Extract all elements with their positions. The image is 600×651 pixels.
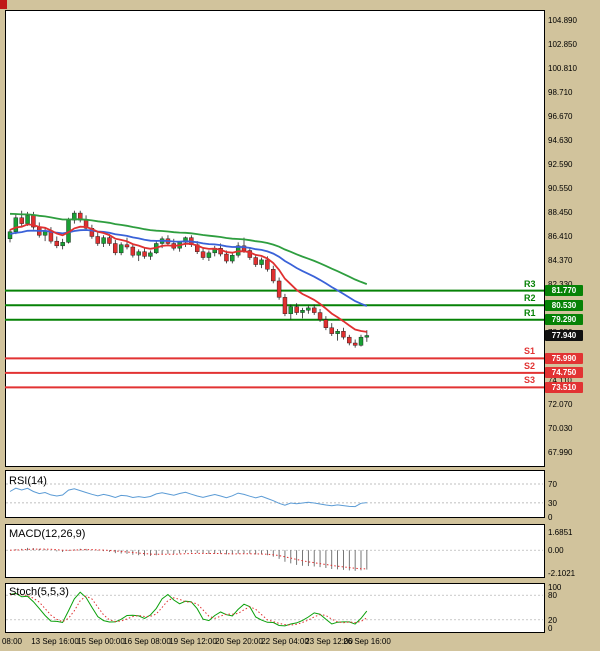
time-tick: 13 Sep 16:00 (31, 637, 79, 646)
stoch-layer (9, 591, 368, 627)
indicator-tick: 80 (548, 591, 557, 601)
price-badge: 73.510 (545, 381, 583, 393)
time-tick: 22 Sep 04:00 (261, 637, 309, 646)
brand-mark (0, 0, 7, 9)
macd-layer (9, 547, 368, 571)
time-tick: 26 Sep 16:00 (343, 637, 391, 646)
price-tick: 94.630 (548, 136, 573, 145)
indicator-tick: 1.6851 (548, 528, 573, 537)
time-tick: 20 Sep 20:00 (215, 637, 263, 646)
price-tick: 104.890 (548, 16, 577, 25)
price-tick: 70.030 (548, 424, 573, 433)
indicator-tick: 30 (548, 498, 557, 508)
indicator-tick: 0.00 (548, 546, 564, 556)
price-tick: 102.850 (548, 40, 577, 49)
price-badge: 79.290 (545, 314, 583, 326)
price-tick: 92.590 (548, 160, 573, 169)
ma-fast (9, 223, 367, 333)
price-tick: 84.370 (548, 256, 573, 265)
time-tick: 19 Sep 12:00 (169, 637, 217, 646)
ma-slow (9, 212, 368, 285)
price-tick: 96.670 (548, 112, 573, 121)
indicator-tick: 100 (548, 583, 562, 592)
macd-panel-title: MACD(12,26,9) (9, 528, 86, 540)
price-badge: 74.750 (545, 367, 583, 379)
price-tick: 100.810 (548, 64, 577, 73)
price-tick: 72.070 (548, 400, 573, 409)
price-tick: 86.410 (548, 232, 573, 241)
level-tag: S1 (524, 346, 536, 357)
stoch-panel-title: Stoch(5,5,3) (9, 586, 69, 598)
panel-frames (5, 10, 545, 633)
indicator-tick: -2.1021 (548, 568, 576, 578)
price-tick: 82.330 (548, 280, 572, 289)
time-tick: 23 Sep 12:00 (305, 637, 353, 646)
price-badge: 75.990 (545, 352, 583, 364)
price-tick: 98.710 (548, 88, 573, 97)
price-badge: 81.770 (545, 285, 583, 297)
indicator-tick: 20 (548, 615, 557, 625)
indicator-tick: 70 (548, 480, 557, 489)
price-tick: 90.550 (548, 184, 573, 193)
level-tag: R1 (524, 307, 536, 318)
price-tick: 74.110 (548, 376, 572, 385)
time-tick: 15 Sep 00:00 (77, 637, 125, 646)
current-price-badge: 77.940 (545, 330, 583, 341)
level-tag: R3 (524, 278, 536, 289)
price-tick: 67.990 (548, 448, 573, 457)
price-tick: 88.450 (548, 208, 573, 217)
price-badge: 80.530 (545, 299, 583, 311)
level-lines (5, 289, 544, 389)
level-tag: S3 (524, 375, 536, 386)
candles-layer (7, 210, 370, 348)
indicator-tick: 0 (548, 513, 553, 522)
level-tag: S2 (524, 360, 536, 371)
rsi-line-layer (9, 487, 367, 508)
rsi-panel-title: RSI(14) (9, 475, 47, 487)
time-tick: 16 Sep 08:00 (123, 637, 171, 646)
indicator-tick: 0 (548, 624, 553, 633)
level-tag: R2 (524, 293, 536, 304)
time-tick: 08:00 (1, 637, 23, 646)
moving-average-lines (9, 212, 368, 333)
